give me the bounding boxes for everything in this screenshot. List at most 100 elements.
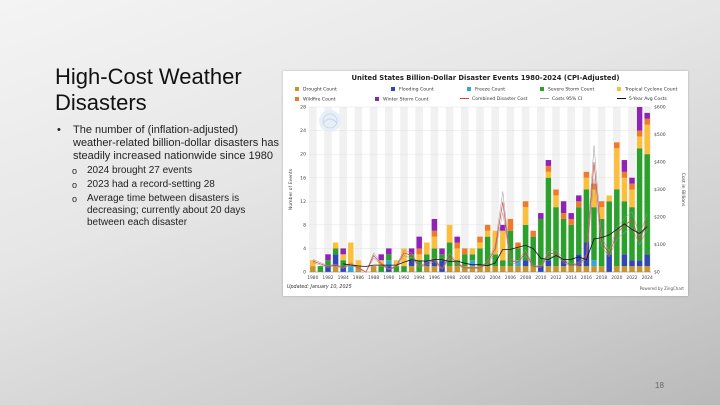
powered-by[interactable]: Powered by ZingChart xyxy=(639,286,684,291)
bar-severe_storm-2016 xyxy=(583,189,590,243)
bar-flooding-2013 xyxy=(560,260,567,267)
bar-drought-2005 xyxy=(500,266,506,272)
bar-winter_storm-1999 xyxy=(454,236,460,243)
legend-wildfire[interactable]: Wildfire Count xyxy=(295,97,336,103)
bar-drought-2020 xyxy=(614,266,620,272)
avg-costs-line-icon xyxy=(617,98,626,99)
y2-tick-label: $0 xyxy=(654,270,660,276)
bar-winter_storm-2005 xyxy=(500,224,506,231)
x-tick-label: 2022 xyxy=(626,275,637,281)
bar-wildfire-2024 xyxy=(644,118,650,125)
bar-tropical_cyclone-2004 xyxy=(492,230,498,255)
bar-flooding-2021 xyxy=(621,254,628,267)
bar-flooding-1996 xyxy=(431,260,438,267)
bar-drought-2022 xyxy=(629,266,635,272)
year-band xyxy=(537,107,545,272)
bar-tropical_cyclone-2019 xyxy=(606,195,612,202)
chart-legend: Drought Count Flooding Count Freeze Coun… xyxy=(295,85,690,107)
bar-drought-2004 xyxy=(492,266,498,272)
legend-severe-storm[interactable]: Severe Storm Count xyxy=(540,87,594,93)
slide-title-line2: Disasters xyxy=(55,90,147,115)
bar-severe_storm-2012 xyxy=(553,207,559,267)
bar-drought-2021 xyxy=(621,266,628,272)
x-tick-label: 1984 xyxy=(338,275,349,281)
bar-drought-2008 xyxy=(522,266,529,272)
bar-severe_storm-1999 xyxy=(454,260,460,267)
freeze-swatch-icon xyxy=(467,87,471,91)
x-tick-label: 2008 xyxy=(520,275,531,281)
bar-severe_storm-1998 xyxy=(446,242,453,267)
bar-drought-2006 xyxy=(507,266,514,272)
bar-tropical_cyclone-2024 xyxy=(644,124,650,155)
bar-severe_storm-1996 xyxy=(431,248,438,261)
legend-freeze[interactable]: Freeze Count xyxy=(467,87,505,93)
chart-plot: 0481216202428$0$100$200$300$400$500$6001… xyxy=(288,105,686,281)
bar-severe_storm-1981 xyxy=(317,266,324,272)
bar-winter_storm-1989 xyxy=(378,254,384,261)
tropical-cyclone-swatch-icon xyxy=(617,87,621,91)
y-tick-label: 24 xyxy=(300,128,306,134)
legend-winter-storm[interactable]: Winter Storm Count xyxy=(375,97,429,103)
bar-severe_storm-2018 xyxy=(598,218,605,267)
costs-ci-line-icon xyxy=(540,98,549,99)
bar-severe_storm-2021 xyxy=(621,201,628,255)
bar-drought-1998 xyxy=(446,266,453,272)
x-tick-label: 1982 xyxy=(322,275,333,281)
x-tick-label: 2016 xyxy=(581,275,592,281)
bar-freeze-2001 xyxy=(469,260,476,267)
x-tick-label: 2014 xyxy=(566,275,577,281)
legend-tropical-cyclone[interactable]: Tropical Cyclone Count xyxy=(617,87,677,93)
year-band xyxy=(385,107,393,272)
bar-severe_storm-2013 xyxy=(560,218,567,261)
bar-drought-1996 xyxy=(431,266,438,272)
bar-severe_storm-2014 xyxy=(568,224,574,267)
bar-wildfire-2018 xyxy=(598,201,605,208)
legend-combined-cost[interactable]: Combined Disaster Cost xyxy=(460,97,527,102)
legend-tropical-cyclone-label: Tropical Cyclone Count xyxy=(625,87,678,93)
flooding-swatch-icon xyxy=(391,87,395,91)
y2-tick-label: $500 xyxy=(654,132,666,138)
bar-winter_storm-1990 xyxy=(386,248,392,255)
bar-winter_storm-2010 xyxy=(538,213,544,219)
legend-flooding[interactable]: Flooding Count xyxy=(391,87,434,93)
bar-drought-1999 xyxy=(454,266,460,272)
bar-wildfire-2007 xyxy=(515,242,521,249)
bar-wildfire-2011 xyxy=(545,165,552,172)
bar-tropical_cyclone-1989 xyxy=(378,260,384,267)
bar-drought-2024 xyxy=(644,266,650,272)
bar-severe_storm-2006 xyxy=(507,230,514,267)
bar-severe_storm-1989 xyxy=(378,266,384,272)
bar-winter_storm-2014 xyxy=(568,213,574,219)
legend-avg-costs[interactable]: 5-Year Avg Costs xyxy=(617,97,667,102)
bar-severe_storm-1997 xyxy=(439,254,445,261)
bar-drought-2002 xyxy=(477,266,483,272)
bar-wildfire-2002 xyxy=(477,236,483,243)
x-tick-label: 1994 xyxy=(414,275,425,281)
sub-bullet-3: Average time between disasters is decrea… xyxy=(57,193,282,229)
x-tick-label: 2018 xyxy=(596,275,607,281)
combined-cost-line xyxy=(312,161,648,273)
legend-costs-ci[interactable]: Costs 95% CI xyxy=(540,97,582,102)
legend-severe-storm-label: Severe Storm Count xyxy=(548,87,595,93)
bar-flooding-1995 xyxy=(424,260,430,267)
bar-freeze-1990 xyxy=(386,260,392,267)
bar-winter_storm-1984 xyxy=(340,248,346,255)
bar-flooding-1997 xyxy=(439,260,445,272)
bar-drought-2015 xyxy=(576,266,582,272)
bar-drought-1995 xyxy=(424,266,430,272)
slide-title-line1: High-Cost Weather xyxy=(55,64,242,89)
legend-drought[interactable]: Drought Count xyxy=(295,87,337,93)
bar-severe_storm-2022 xyxy=(629,207,635,261)
severe-storm-swatch-icon xyxy=(540,87,544,91)
bar-tropical_cyclone-1985 xyxy=(348,242,354,267)
sub-bullet-2: 2023 had a record-setting 28 xyxy=(57,179,282,191)
bar-drought-2001 xyxy=(469,266,476,272)
y2-tick-label: $300 xyxy=(654,187,666,193)
bar-flooding-2019 xyxy=(606,254,612,272)
year-band xyxy=(476,107,484,272)
bar-wildfire-1996 xyxy=(431,230,438,237)
bar-winter_storm-2022 xyxy=(629,177,635,184)
bar-tropical_cyclone-2003 xyxy=(484,230,491,237)
y2-axis-label: Cost in Billions xyxy=(680,173,686,207)
bar-flooding-2011 xyxy=(545,260,552,267)
